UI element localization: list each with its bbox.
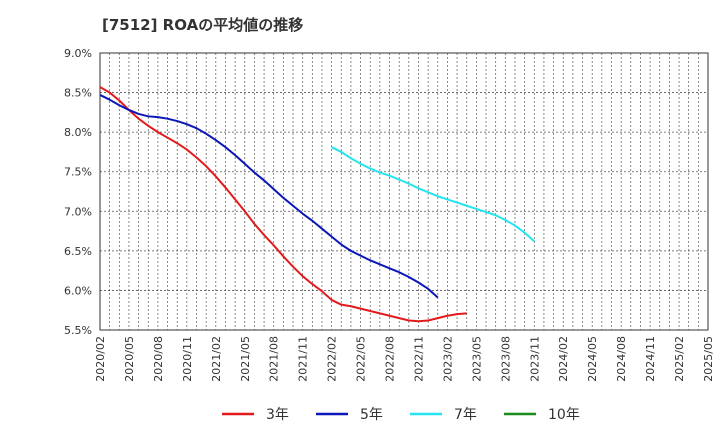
x-tick-label: 2022/05 — [355, 336, 368, 382]
y-tick-label: 6.5% — [64, 245, 92, 258]
y-tick-label: 7.0% — [64, 205, 92, 218]
x-tick-label: 2022/11 — [412, 336, 425, 382]
legend-label-2: 5年 — [360, 407, 383, 423]
y-tick-label: 8.5% — [64, 87, 92, 100]
chart-title: [7512] ROAの平均値の推移 — [102, 16, 304, 34]
x-tick-label: 2021/05 — [239, 336, 252, 382]
x-tick-label: 2023/11 — [528, 336, 541, 382]
y-tick-label: 7.5% — [64, 166, 92, 179]
x-tick-label: 2023/02 — [441, 336, 454, 382]
x-tick-label: 2024/08 — [615, 336, 628, 382]
x-tick-label: 2025/05 — [702, 336, 715, 382]
x-tick-label: 2025/02 — [673, 336, 686, 382]
x-tick-label: 2023/05 — [470, 336, 483, 382]
x-tick-label: 2022/02 — [326, 336, 339, 382]
y-tick-label: 9.0% — [64, 47, 92, 60]
x-tick-label: 2022/08 — [384, 336, 397, 382]
x-tick-label: 2020/05 — [123, 336, 136, 382]
y-tick-label: 5.5% — [64, 324, 92, 337]
x-tick-label: 2020/11 — [181, 336, 194, 382]
x-tick-label: 2020/08 — [152, 336, 165, 382]
series-line-3 — [331, 146, 535, 243]
legend-label-4: 10年 — [548, 407, 580, 423]
x-tick-label: 2024/11 — [644, 336, 657, 382]
x-tick-label: 2024/05 — [586, 336, 599, 382]
series-line-1 — [99, 86, 467, 323]
legend-label-3: 7年 — [454, 407, 477, 423]
x-tick-label: 2021/11 — [297, 336, 310, 382]
x-tick-label: 2021/02 — [210, 336, 223, 382]
plot-area-border — [99, 52, 709, 331]
x-tick-label: 2020/02 — [94, 336, 107, 382]
x-tick-label: 2021/08 — [268, 336, 281, 382]
x-tick-label: 2024/02 — [557, 336, 570, 382]
x-tick-label: 2023/08 — [499, 336, 512, 382]
legend-label-1: 3年 — [266, 407, 289, 423]
series-line-2 — [99, 94, 439, 299]
y-tick-label: 6.0% — [64, 284, 92, 297]
y-tick-label: 8.0% — [64, 126, 92, 139]
